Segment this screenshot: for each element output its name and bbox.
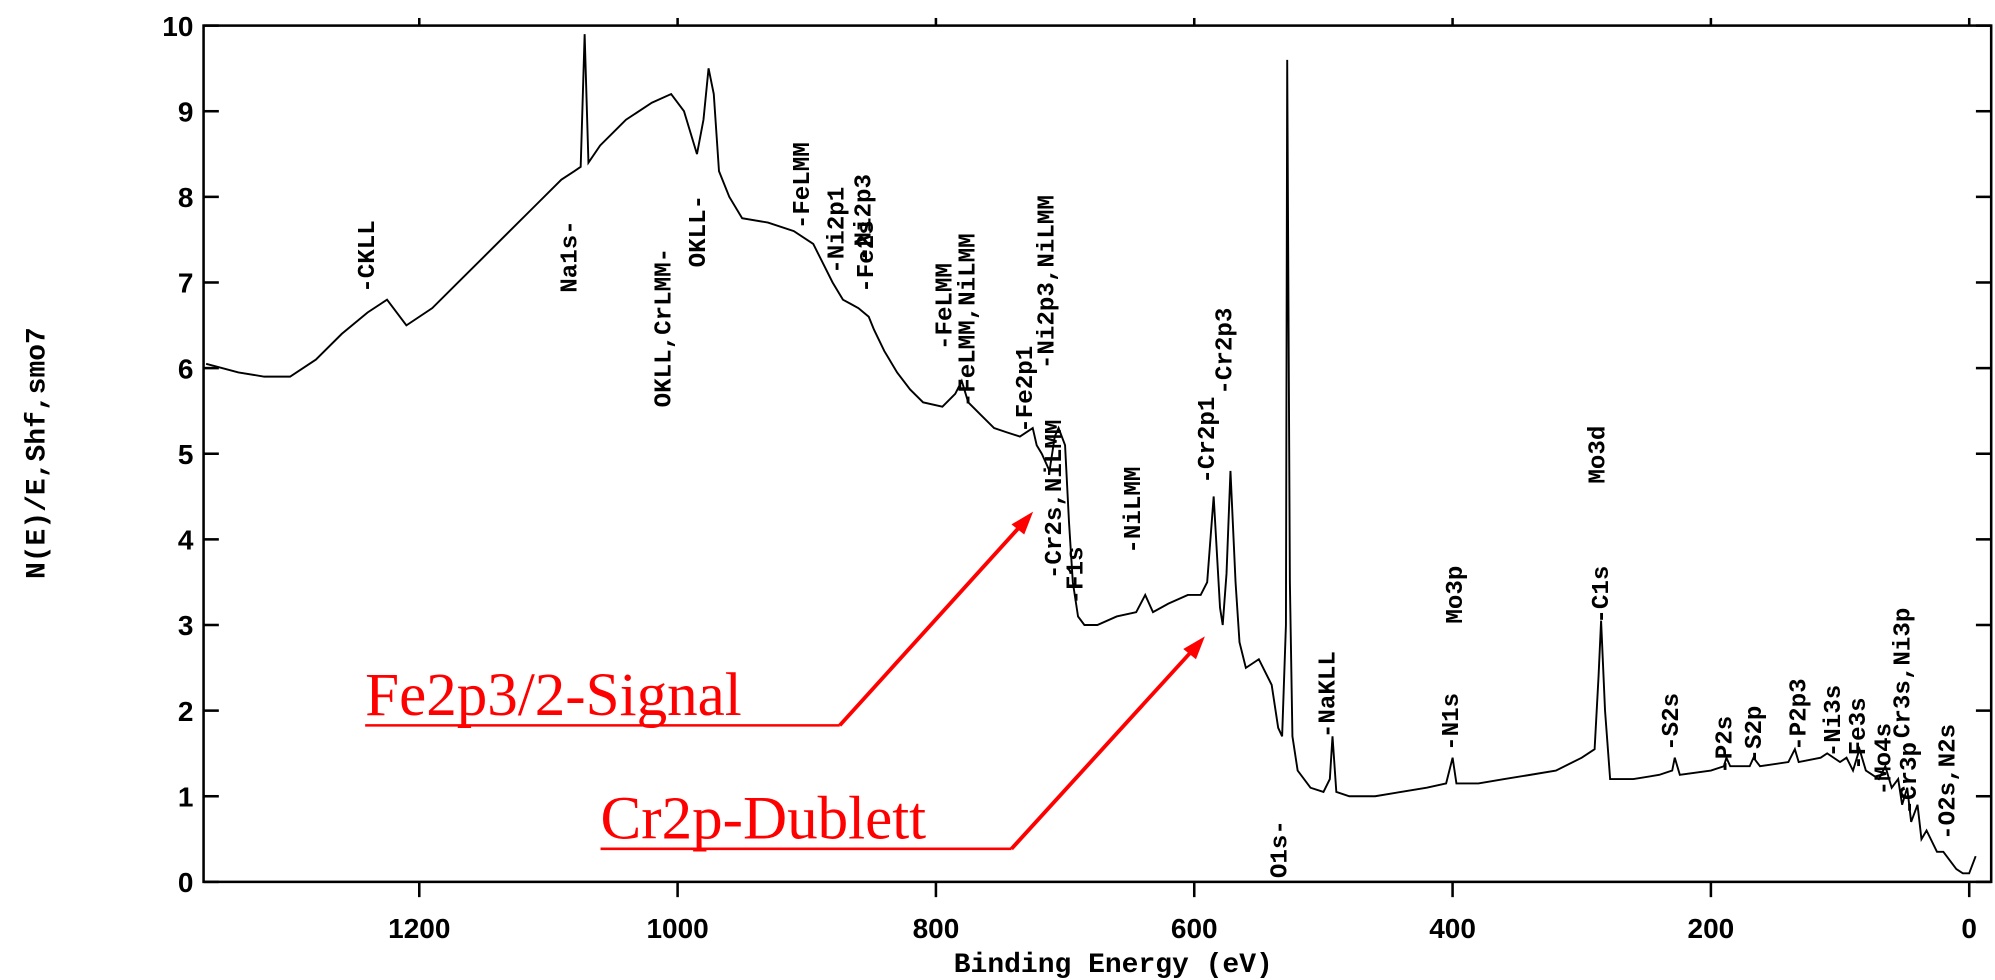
callout-label: Cr2p-Dublett <box>601 786 927 853</box>
peak-label: -Ni2p3 <box>851 174 878 261</box>
peak-label: -FeLMM <box>933 263 960 350</box>
peak-label: -Ni3s <box>1821 685 1848 757</box>
x-tick-label: 600 <box>1171 913 1218 944</box>
peak-label: -P2s <box>1713 716 1740 774</box>
peak-label: -O2s,N2s <box>1935 724 1962 840</box>
x-tick-label: 800 <box>913 913 960 944</box>
peak-label: Cr3s,Ni3p <box>1891 608 1918 738</box>
y-tick-label: 0 <box>178 867 194 898</box>
peak-label: -FeLMM,NiLMM <box>956 233 983 407</box>
peak-label: -Cr2s,NiLMM <box>1042 420 1069 579</box>
peak-label: O1s- <box>1267 820 1294 878</box>
x-tick-label: 400 <box>1429 913 1476 944</box>
peak-label: -Fe2p1 <box>1013 346 1040 433</box>
y-tick-label: 6 <box>178 353 194 384</box>
spectrum-line <box>205 34 1977 875</box>
x-tick-label: 0 <box>1961 913 1977 944</box>
peak-label: -Cr2p1 <box>1195 397 1222 484</box>
y-axis-label: N(E)/E,Shf,smo7 <box>23 327 54 579</box>
peak-label: -S2p <box>1742 706 1769 764</box>
peak-label: -NiLMM <box>1121 467 1148 554</box>
peak-label: -F1s <box>1064 547 1091 605</box>
y-tick-label: 4 <box>178 525 194 556</box>
peak-label: -Ni2p3,NiLMM <box>1034 195 1061 369</box>
y-tick-label: 7 <box>178 268 194 299</box>
peak-label: OKLL,CrLMM- <box>652 248 679 407</box>
peak-label: Mo3d <box>1585 426 1612 484</box>
y-tick-label: 3 <box>178 610 194 641</box>
x-tick-label: 1000 <box>646 913 708 944</box>
callout-label: Fe2p3/2-Signal <box>365 662 742 729</box>
peak-label: -Cr3p <box>1897 742 1924 814</box>
peak-label: -Mo4s <box>1872 723 1899 795</box>
x-tick-label: 1200 <box>388 913 450 944</box>
peak-label: OKLL- <box>686 195 713 267</box>
peak-label: Mo3p <box>1443 566 1470 624</box>
peak-label: -S2s <box>1659 693 1686 751</box>
callout-cr <box>600 636 1205 851</box>
peak-label: -C1s <box>1589 566 1616 624</box>
y-tick-label: 1 <box>178 781 194 812</box>
peak-label: Na1s- <box>557 220 584 292</box>
callout-fe <box>365 511 1034 727</box>
y-tick-label: 8 <box>178 182 194 213</box>
x-tick-label: 200 <box>1688 913 1735 944</box>
peak-label: -Ni2p1 <box>825 187 852 274</box>
peak-label: -CKLL <box>355 220 382 292</box>
y-tick-label: 2 <box>178 696 194 727</box>
x-axis-label: Binding Energy (eV) <box>954 950 1273 980</box>
peak-label: -FeLMM <box>790 142 817 229</box>
peak-label: -Fe2s <box>854 220 881 292</box>
peak-label: -N1s <box>1439 693 1466 751</box>
peak-label: -P2p3 <box>1786 678 1813 750</box>
y-tick-label: 10 <box>162 11 193 42</box>
peak-label: -NaKLL <box>1316 651 1343 738</box>
y-tick-label: 5 <box>178 439 194 470</box>
peak-label: -Cr2p3 <box>1213 308 1240 395</box>
peak-label: -Fe3s <box>1846 697 1873 769</box>
y-tick-label: 9 <box>178 96 194 127</box>
